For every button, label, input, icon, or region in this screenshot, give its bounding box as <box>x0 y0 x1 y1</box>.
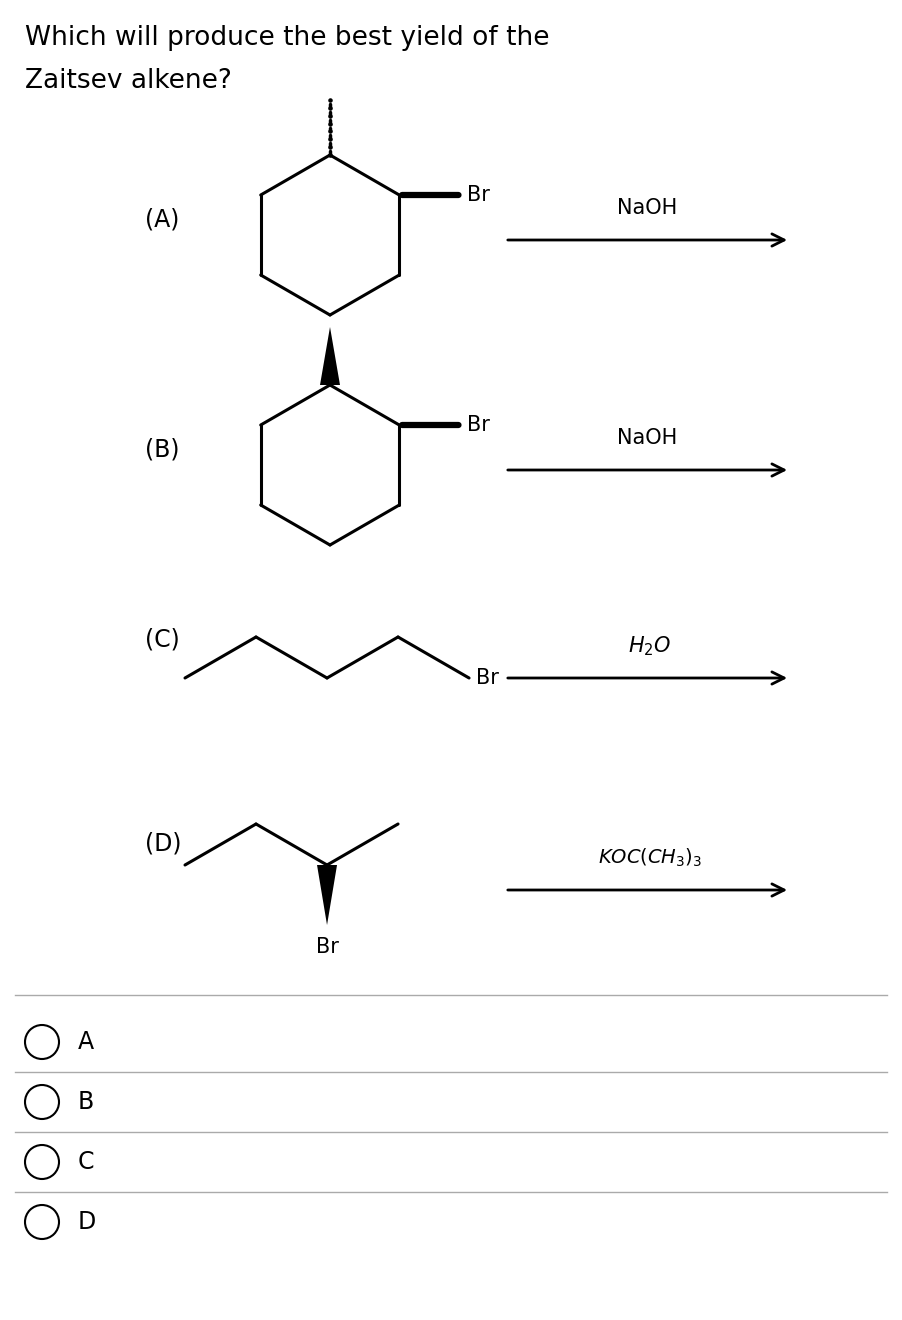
Text: Zaitsev alkene?: Zaitsev alkene? <box>25 69 232 94</box>
Text: C: C <box>78 1150 95 1173</box>
Text: NaOH: NaOH <box>617 198 677 218</box>
Text: NaOH: NaOH <box>617 428 677 447</box>
Polygon shape <box>317 865 337 925</box>
Text: Br: Br <box>316 937 338 957</box>
Text: $H_2O$: $H_2O$ <box>629 634 672 657</box>
Text: B: B <box>78 1090 94 1114</box>
Text: Which will produce the best yield of the: Which will produce the best yield of the <box>25 25 549 51</box>
Text: Br: Br <box>467 185 490 205</box>
Text: (C): (C) <box>145 628 179 652</box>
Text: (A): (A) <box>145 209 179 232</box>
Polygon shape <box>320 327 340 385</box>
Text: (B): (B) <box>145 438 179 462</box>
Text: D: D <box>78 1210 97 1234</box>
Text: $KOC(CH_3)_3$: $KOC(CH_3)_3$ <box>598 847 702 869</box>
Text: Br: Br <box>476 668 499 688</box>
Text: (D): (D) <box>145 832 181 855</box>
Text: A: A <box>78 1030 94 1053</box>
Text: Br: Br <box>467 414 490 436</box>
